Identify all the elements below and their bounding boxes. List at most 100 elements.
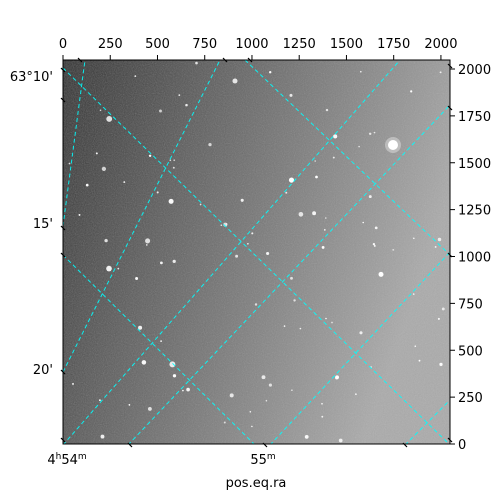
grid-line bbox=[63, 60, 221, 373]
world-tick-mark bbox=[77, 57, 83, 63]
star bbox=[249, 411, 252, 413]
star bbox=[169, 361, 176, 368]
star bbox=[232, 78, 238, 84]
star bbox=[299, 327, 302, 330]
world-tick-mark bbox=[60, 369, 66, 375]
star bbox=[392, 249, 395, 251]
star bbox=[147, 406, 152, 411]
star bbox=[199, 203, 202, 206]
star bbox=[178, 94, 181, 96]
y-tick-label: 2000 bbox=[458, 63, 491, 78]
star bbox=[439, 71, 442, 74]
star bbox=[85, 183, 89, 187]
star bbox=[172, 374, 177, 378]
star bbox=[101, 166, 107, 172]
star bbox=[413, 237, 415, 240]
world-tick-mark bbox=[247, 57, 253, 63]
world-tick-mark bbox=[60, 437, 66, 443]
grid-line bbox=[244, 60, 450, 256]
dec-tick-label: 15' bbox=[33, 217, 53, 232]
world-tick-mark bbox=[60, 97, 66, 103]
star bbox=[360, 70, 362, 73]
star bbox=[156, 191, 159, 194]
grid-line bbox=[63, 60, 401, 444]
star bbox=[172, 259, 176, 264]
star bbox=[95, 152, 98, 155]
star bbox=[373, 244, 376, 247]
star bbox=[145, 244, 148, 246]
star bbox=[182, 389, 184, 392]
star bbox=[437, 317, 440, 320]
y-tick-label: 250 bbox=[458, 391, 483, 406]
y-tick-label: 1750 bbox=[458, 110, 491, 125]
x-tick-label: 750 bbox=[192, 37, 217, 52]
star bbox=[123, 181, 126, 184]
y-tick-label: 1000 bbox=[458, 251, 491, 266]
ra-minute-value: 54 bbox=[61, 453, 78, 468]
star bbox=[368, 195, 372, 199]
world-tick-mark bbox=[447, 437, 453, 443]
star bbox=[117, 267, 120, 270]
world-tick-mark bbox=[262, 442, 268, 448]
star bbox=[185, 103, 188, 107]
star bbox=[251, 425, 253, 428]
star bbox=[315, 175, 318, 179]
star bbox=[378, 271, 384, 277]
y-tick-label: 1250 bbox=[458, 204, 491, 219]
star bbox=[106, 115, 113, 122]
star bbox=[325, 108, 329, 112]
top-x-axis: 0 250 500 750 1000 1250 1500 1750 2000 bbox=[59, 37, 457, 60]
coordinate-grid bbox=[63, 60, 450, 444]
star-field bbox=[68, 61, 445, 443]
star bbox=[168, 198, 174, 204]
star bbox=[225, 223, 228, 225]
star bbox=[78, 213, 81, 216]
star bbox=[159, 109, 162, 113]
star bbox=[68, 162, 71, 165]
star bbox=[325, 217, 327, 219]
grid-line bbox=[405, 399, 450, 444]
star bbox=[293, 299, 296, 302]
star bbox=[335, 375, 339, 380]
dec-axis: 63°10' 15' 20' bbox=[10, 70, 53, 378]
star bbox=[148, 154, 152, 158]
sky-image bbox=[63, 60, 450, 444]
ra-hour-value: 4 bbox=[47, 453, 55, 468]
bright-star bbox=[388, 140, 398, 150]
world-tick-mark bbox=[60, 67, 66, 73]
star bbox=[291, 389, 293, 392]
star bbox=[362, 221, 365, 224]
bright-star-halo bbox=[385, 137, 401, 153]
y-tick-label: 750 bbox=[458, 297, 483, 312]
star bbox=[247, 242, 249, 245]
star bbox=[135, 277, 139, 280]
star bbox=[229, 393, 234, 398]
grid-line bbox=[63, 67, 450, 444]
star bbox=[223, 421, 226, 424]
star bbox=[410, 90, 413, 93]
ra-minute-value: 55 bbox=[250, 453, 267, 468]
x-tick-label: 500 bbox=[145, 37, 170, 52]
right-y-axis: 0 250 500 750 1000 1250 1500 1750 2000 bbox=[450, 63, 491, 453]
star bbox=[99, 399, 101, 402]
star bbox=[145, 238, 151, 244]
star bbox=[266, 251, 270, 256]
star bbox=[434, 245, 437, 248]
star bbox=[265, 399, 268, 402]
y-tick-label: 0 bbox=[458, 438, 466, 453]
star bbox=[333, 134, 338, 139]
star bbox=[195, 61, 198, 65]
world-tick-mark bbox=[447, 252, 453, 258]
world-tick-mark bbox=[447, 105, 453, 111]
star bbox=[338, 438, 343, 443]
star bbox=[100, 434, 105, 439]
star bbox=[285, 191, 288, 194]
star bbox=[289, 93, 293, 97]
grid-line bbox=[63, 254, 255, 444]
star bbox=[412, 293, 415, 295]
star bbox=[439, 362, 443, 367]
star bbox=[290, 276, 293, 280]
star bbox=[240, 198, 244, 202]
star bbox=[332, 156, 335, 159]
star bbox=[208, 142, 212, 147]
